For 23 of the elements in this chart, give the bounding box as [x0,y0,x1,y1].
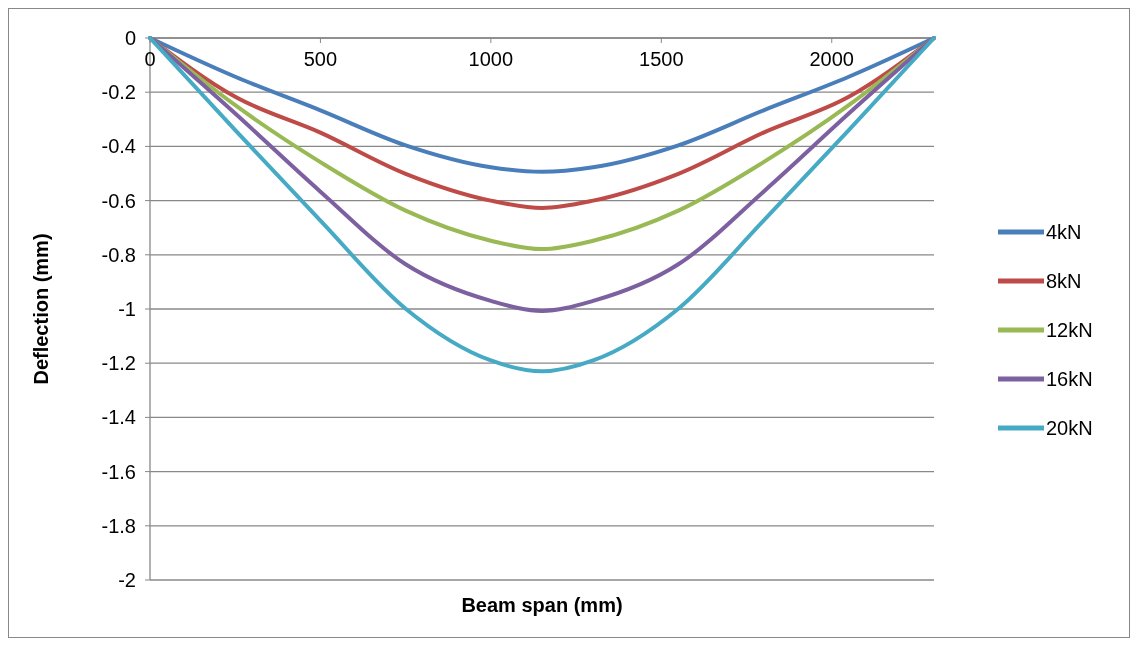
y-tick-label: -1.4 [101,406,136,429]
y-tick-label: -0.8 [101,243,136,266]
y-tick-label: -0.4 [101,135,136,158]
y-axis-title: Deflection (mm) [30,233,52,385]
legend-label: 4kN [1046,221,1082,243]
y-tick-label: 0 [124,27,136,49]
y-tick-label: -1.8 [101,514,136,537]
legend-label: 8kN [1046,270,1082,292]
x-axis-title: Beam span (mm) [461,594,623,616]
legend-label: 16kN [1046,368,1093,390]
y-tick-label: -0.2 [101,81,136,104]
x-tick-label: 2000 [809,48,854,70]
legend-label: 12kN [1046,319,1093,341]
x-tick-label: 1500 [639,48,684,70]
y-tick-label: -1.6 [101,460,136,483]
x-tick-label: 1000 [468,48,514,70]
y-tick-label: -0.6 [101,189,136,212]
y-tick-label: -1.2 [101,352,136,375]
x-tick-label: 500 [303,48,338,70]
legend-label: 20kN [1046,417,1093,439]
y-tick-label: -2 [118,569,136,591]
y-tick-label: -1 [118,298,136,320]
x-tick-label: 0 [144,48,156,70]
